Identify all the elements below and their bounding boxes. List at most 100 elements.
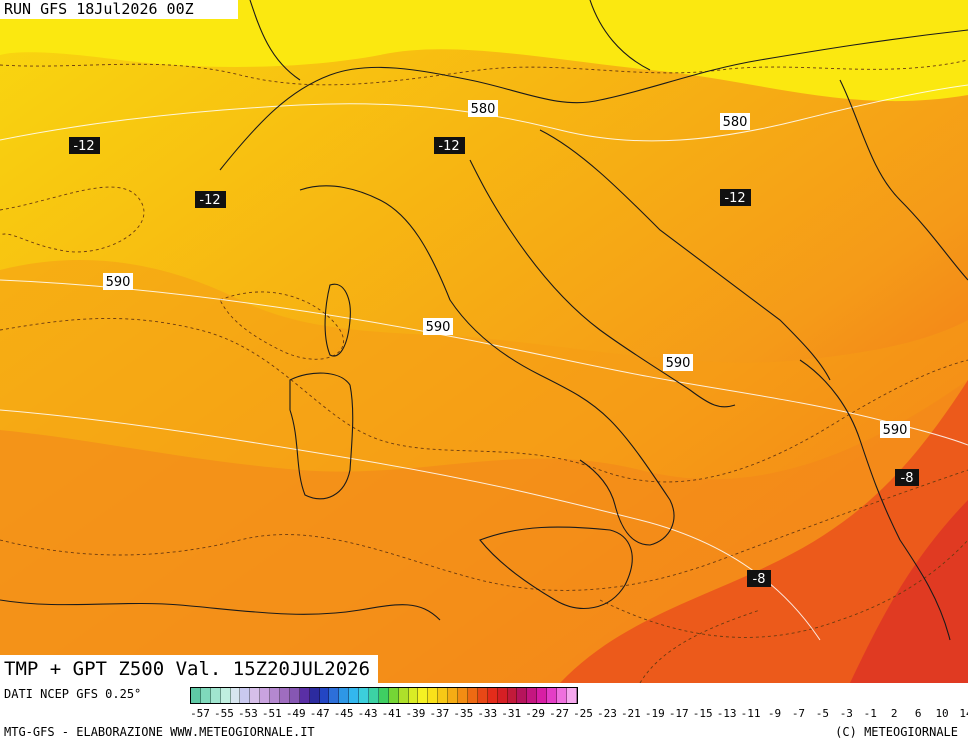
legend-swatch [408, 688, 419, 703]
legend-swatch [398, 688, 409, 703]
legend-tick-label: -23 [597, 707, 617, 720]
legend-tick-label: -19 [644, 707, 665, 720]
gpt-label: 580 [720, 113, 750, 130]
svg-text:-12: -12 [73, 139, 94, 154]
legend-swatch [349, 688, 360, 703]
svg-text:590: 590 [426, 320, 451, 335]
legend-tick-label: -43 [357, 707, 378, 720]
gpt-label: 590 [880, 421, 910, 438]
legend-swatch [467, 688, 478, 703]
legend-swatch [270, 688, 281, 703]
legend-swatch [319, 688, 330, 703]
legend-tick-label: -15 [692, 707, 713, 720]
legend-swatch [329, 688, 340, 703]
legend-swatch [210, 688, 221, 703]
legend-swatch [556, 688, 567, 703]
legend-tick-label: -41 [381, 707, 402, 720]
run-label: RUN GFS 18Jul2026 00Z [0, 0, 238, 19]
svg-text:-12: -12 [724, 191, 745, 206]
svg-text:-12: -12 [438, 139, 459, 154]
svg-text:580: 580 [723, 115, 748, 130]
legend-swatch [299, 688, 310, 703]
legend-tick-label: -7 [791, 707, 806, 720]
legend-swatch [566, 688, 577, 703]
legend-swatch [369, 688, 379, 703]
legend-tick-label: -57 [190, 707, 210, 720]
credit-left: MTG-GFS - ELABORAZIONE WWW.METEOGIORNALE… [4, 725, 315, 739]
legend-swatch [497, 688, 508, 703]
legend-tick-label: -11 [740, 707, 761, 720]
color-legend-ticks: -57 -55 -53 -51 -49 -47 -45 -43 -41 -39 -37 -35 -33-… [190, 707, 968, 721]
legend-tick-label: -37 [429, 707, 450, 720]
legend-tick-label: -3 [839, 707, 853, 720]
legend-swatch [477, 688, 488, 703]
legend-swatch [280, 688, 290, 703]
legend-tick-label: -17 [668, 707, 689, 720]
gpt-label: 590 [423, 318, 453, 335]
footer: DATI NCEP GFS 0.25° -57 -55 -53 -51 -49 -47 -4… [0, 683, 968, 745]
legend-swatch [418, 688, 429, 703]
coastlines [0, 0, 968, 641]
credit-right: (C) METEOGIORNALE [835, 725, 958, 739]
tmp-label: -8 [747, 570, 771, 587]
legend-swatch [200, 688, 211, 703]
tmp-label: -12 [720, 189, 751, 206]
data-source: DATI NCEP GFS 0.25° [4, 687, 142, 701]
legend-tick-label: -1 [863, 707, 877, 720]
svg-text:590: 590 [883, 423, 908, 438]
legend-swatch [309, 688, 320, 703]
legend-swatch [378, 688, 389, 703]
legend-tick-label: 6 [914, 707, 922, 720]
legend-swatch [230, 688, 241, 703]
legend-tick-label: -21 [620, 707, 641, 720]
legend-swatch [517, 688, 528, 703]
gpt-label: 590 [663, 354, 693, 371]
svg-text:-8: -8 [753, 572, 766, 587]
legend-tick-label: 2 [890, 707, 898, 720]
svg-text:-8: -8 [901, 471, 914, 486]
svg-text:590: 590 [666, 356, 691, 371]
legend-tick-label: -29 [525, 707, 546, 720]
cool-band [0, 0, 968, 102]
legend-swatch [388, 688, 399, 703]
legend-tick-label: -51 [261, 707, 282, 720]
legend-swatch [240, 688, 251, 703]
legend-swatch [428, 688, 439, 703]
svg-text:590: 590 [106, 275, 131, 290]
tmp-label: -12 [69, 137, 100, 154]
legend-tick-label: -45 [333, 707, 354, 720]
legend-tick-label: -35 [453, 707, 474, 720]
legend-swatch [250, 688, 261, 703]
legend-swatch [527, 688, 538, 703]
weather-map: 580 580 590 590 590 590 -12 -12 [0, 0, 968, 683]
legend-swatch [260, 688, 271, 703]
legend-tick-label: 14 [959, 707, 968, 720]
legend-tick-label: -9 [767, 707, 782, 720]
legend-swatch [448, 688, 459, 703]
legend-tick-label: -39 [405, 707, 426, 720]
legend-swatch [191, 688, 201, 703]
legend-tick-label: -5 [815, 707, 829, 720]
hottest-band [850, 500, 968, 683]
legend-swatch [289, 688, 300, 703]
product-title: TMP + GPT Z500 Val. 15Z20JUL2026 [0, 655, 379, 683]
svg-text:-12: -12 [199, 193, 220, 208]
legend-swatch [359, 688, 370, 703]
legend-tick-label: -25 [573, 707, 593, 720]
gpt-label: 590 [103, 273, 133, 290]
hot-band [560, 380, 968, 683]
legend-tick-label: -53 [237, 707, 258, 720]
legend-swatch [438, 688, 449, 703]
map-labels: 580 580 590 590 590 590 -12 -12 [69, 100, 919, 587]
legend-tick-label: -31 [501, 707, 522, 720]
temperature-isolines [0, 59, 968, 683]
legend-tick-label: 10 [935, 707, 949, 720]
tmp-label: -12 [195, 191, 226, 208]
legend-tick-label: -47 [309, 707, 330, 720]
legend-tick-label: -49 [285, 707, 306, 720]
tmp-label: -12 [434, 137, 465, 154]
legend-tick-label: -55 [214, 707, 234, 720]
geopotential-isolines [0, 84, 968, 641]
color-legend [190, 687, 578, 704]
legend-swatch [537, 688, 548, 703]
